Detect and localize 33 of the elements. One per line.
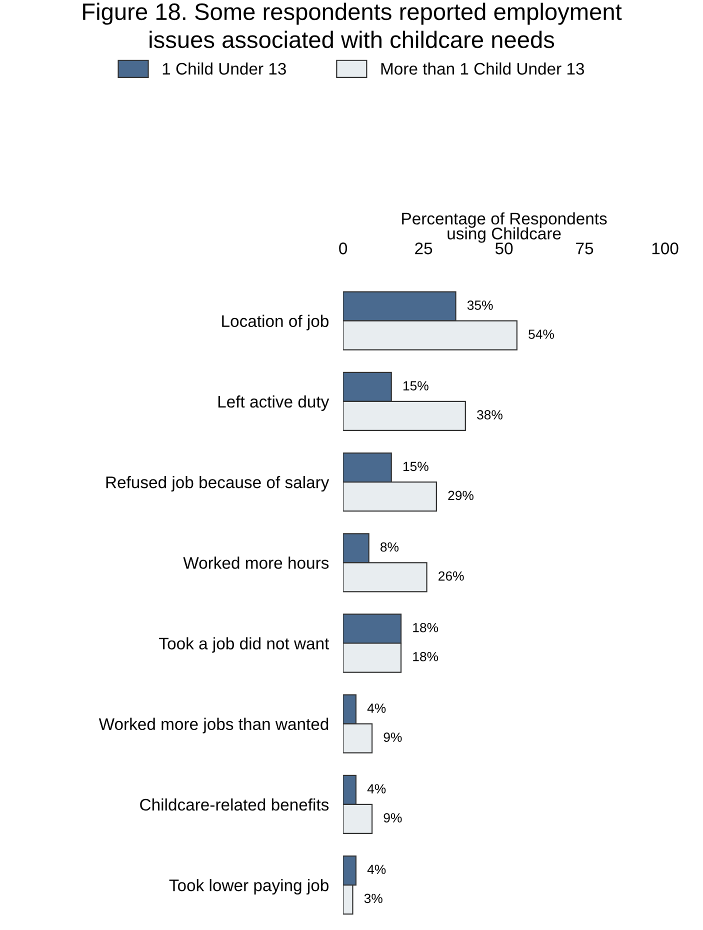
x-tick-label: 25	[415, 242, 432, 254]
data-label: 15%	[403, 381, 428, 390]
y-tick-label: Left active duty	[218, 395, 330, 411]
data-label: 35%	[467, 300, 493, 310]
legend-label: More than 1 Child Under 13	[381, 62, 584, 75]
y-tick-label: Worked more jobs than wanted	[98, 718, 328, 734]
data-label: 9%	[384, 732, 402, 742]
data-label: 8%	[380, 542, 399, 552]
x-tick-label: 50	[495, 242, 513, 254]
data-label: 18%	[413, 652, 438, 662]
data-label: 18%	[413, 622, 438, 632]
data-label: 4%	[367, 784, 386, 794]
x-tick-label: 100	[652, 242, 678, 254]
data-label: 15%	[403, 462, 428, 472]
y-tick-label: Childcare-related benefits	[140, 798, 329, 811]
x-tick-label: 0	[339, 242, 348, 254]
data-label: 9%	[384, 813, 402, 822]
x-axis-title: Percentage of Respondents using Childcare	[402, 212, 607, 243]
legend-label: 1 Child Under 13	[162, 62, 286, 75]
y-tick-label: Location of job	[222, 314, 328, 330]
y-tick-label: Took lower paying job	[169, 879, 328, 895]
y-tick-label: Took a job did not want	[159, 637, 330, 653]
data-label: 26%	[438, 571, 464, 581]
data-label: 54%	[528, 330, 554, 339]
x-tick-label: 75	[576, 242, 594, 254]
data-label: 4%	[367, 864, 386, 874]
data-label: 3%	[364, 894, 382, 904]
data-label: 4%	[367, 704, 386, 713]
y-tick-label: Worked more hours	[183, 556, 329, 569]
data-label: 29%	[448, 490, 474, 500]
y-tick-label: Refused job because of salary	[106, 476, 330, 492]
chart-title: Figure 18. Some respondents reported employment issues associated with childcare needs	[83, 2, 622, 48]
data-label: 38%	[477, 410, 502, 420]
